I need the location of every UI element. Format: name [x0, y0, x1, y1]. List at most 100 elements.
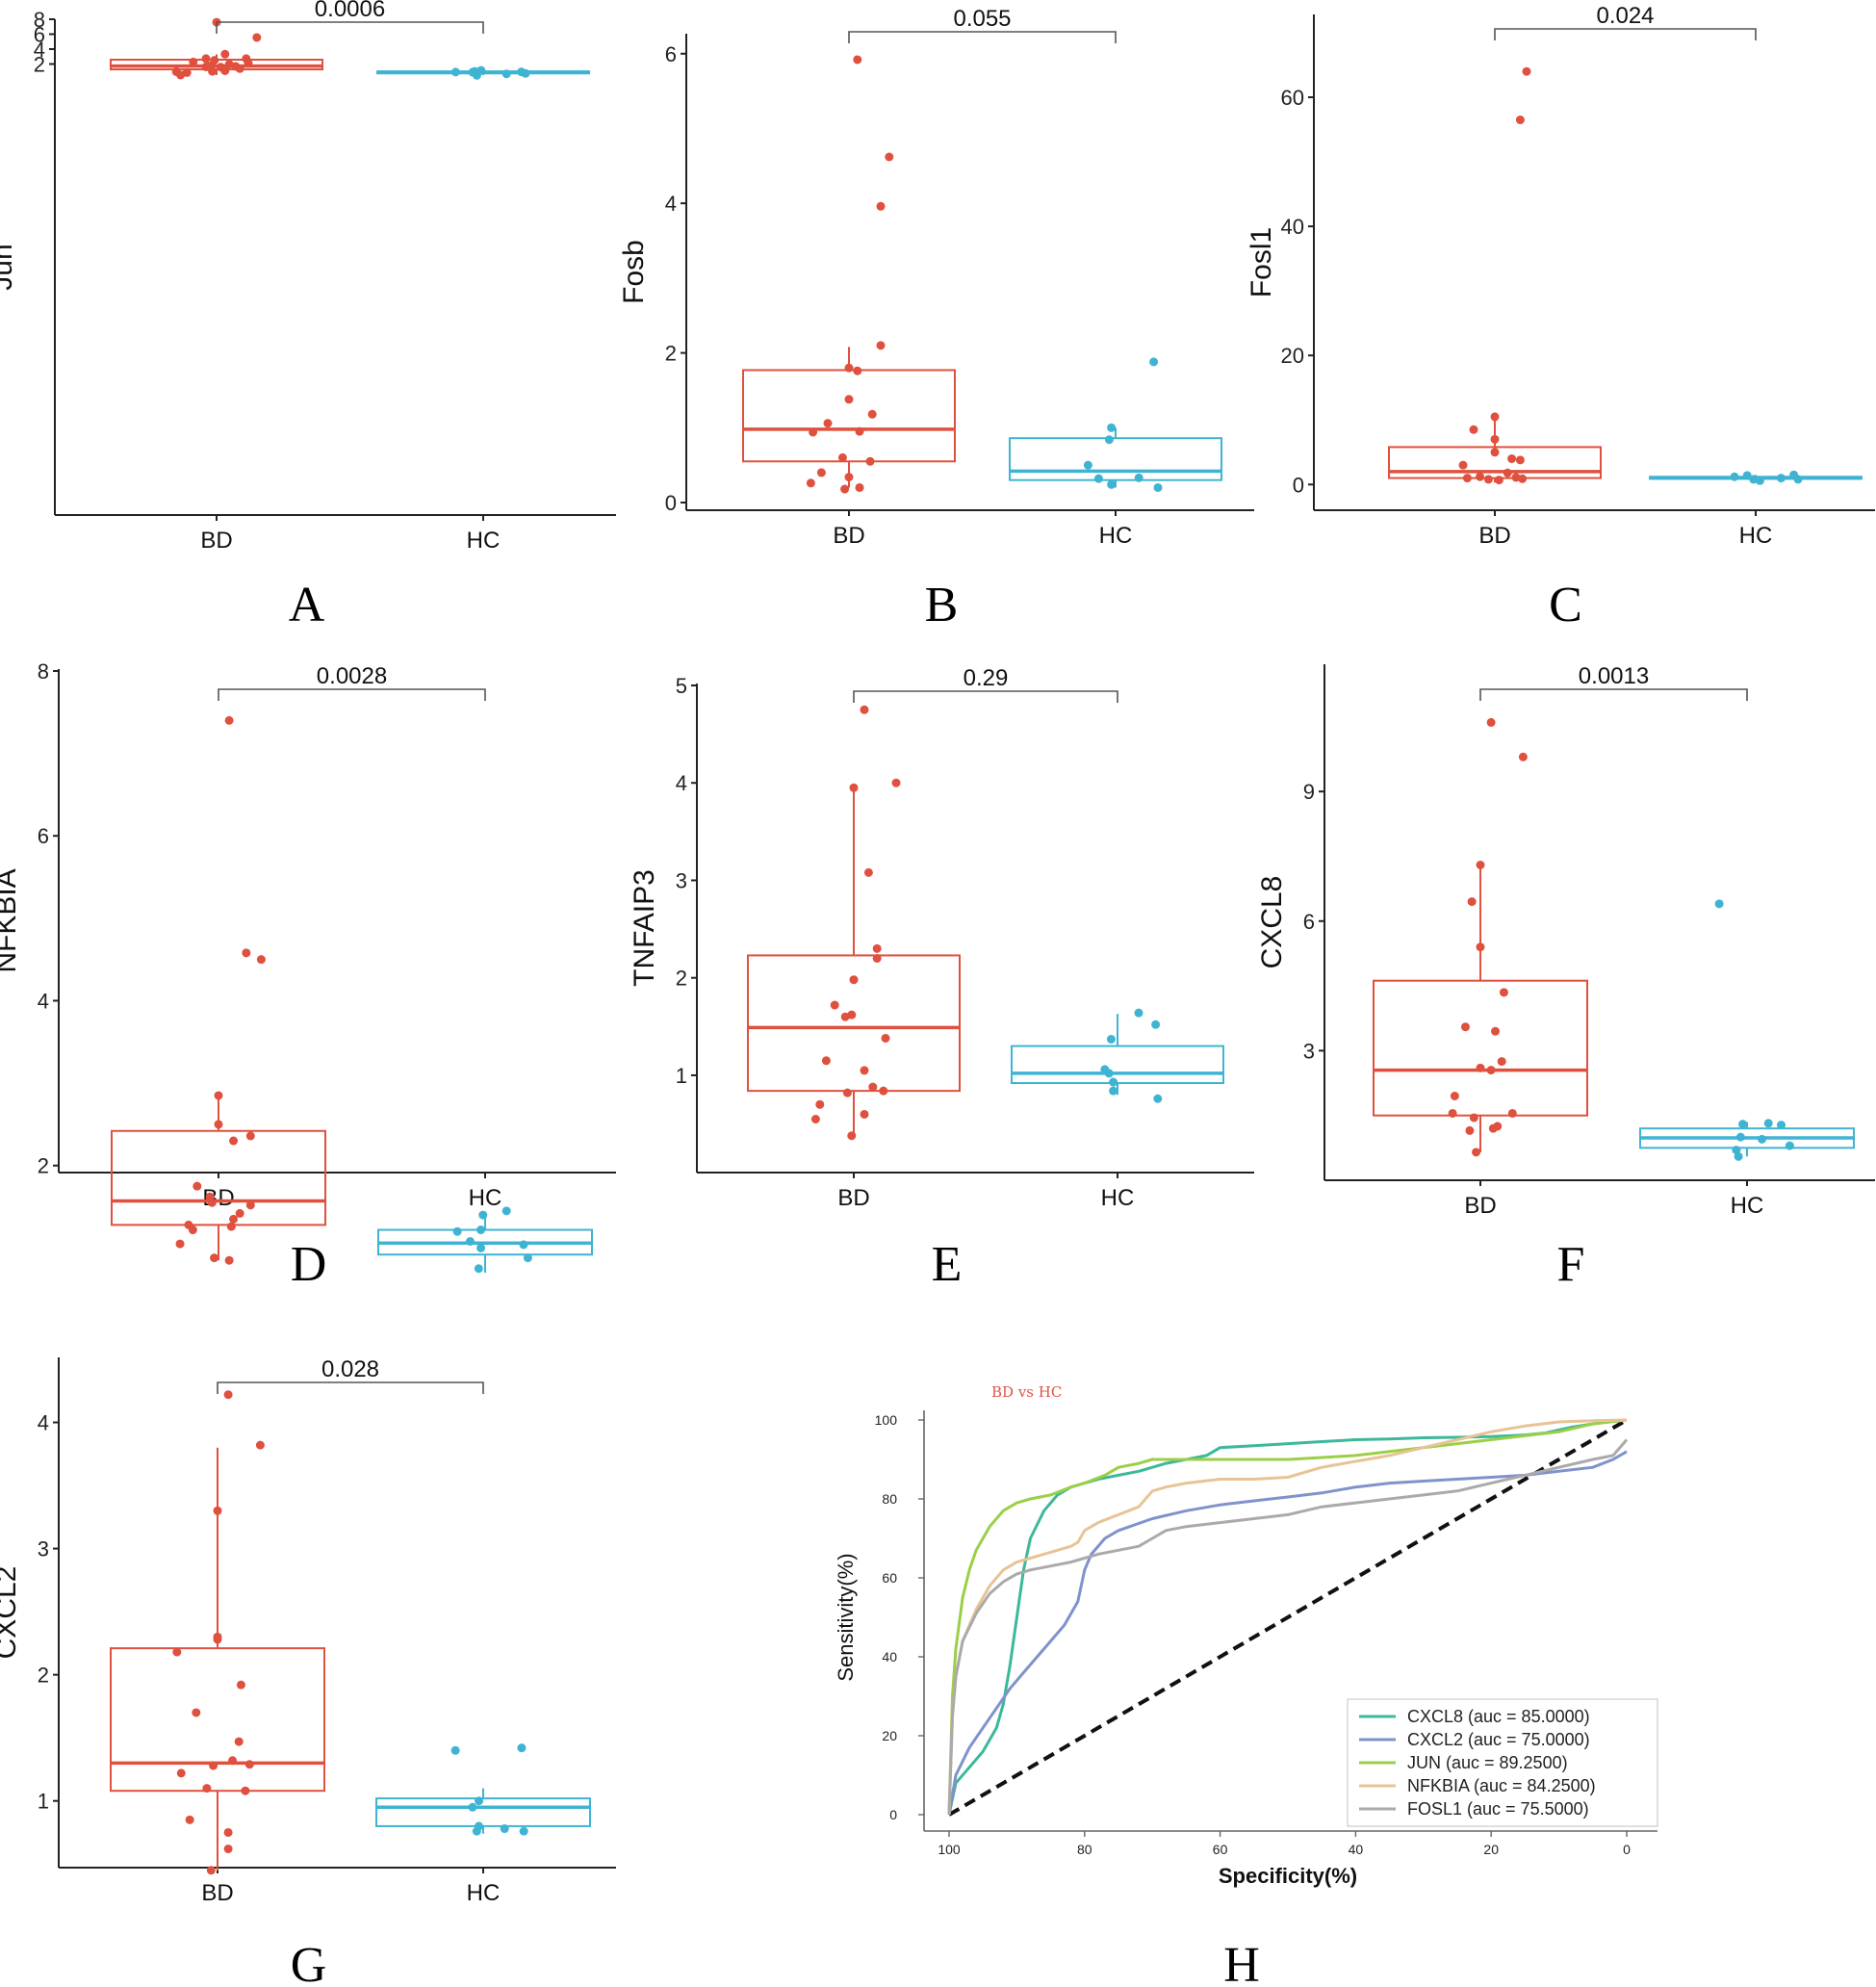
data-point-bd — [1497, 1057, 1506, 1067]
panel-letter: H — [1223, 1938, 1260, 1987]
data-point-bd — [1476, 860, 1485, 869]
data-point-bd — [245, 1200, 255, 1210]
legend-entry-cxcl2: CXCL2 (auc = 75.0000) — [1407, 1730, 1590, 1749]
roc-y-tick-label: 40 — [882, 1649, 897, 1664]
data-point-bd — [206, 1866, 216, 1875]
data-point-bd — [847, 1010, 857, 1019]
data-point-bd — [213, 1506, 222, 1515]
roc-x-tick-label: 80 — [1077, 1842, 1092, 1857]
data-point-bd — [236, 1680, 245, 1690]
data-point-bd — [1448, 1108, 1457, 1118]
significance-bracket — [217, 1381, 484, 1394]
y-axis-label: TNFAIP3 — [629, 869, 660, 987]
y-axis-label: Fosl1 — [1246, 227, 1277, 297]
data-point-hc — [1153, 1094, 1163, 1103]
data-point-bd — [1490, 434, 1500, 444]
y-tick-label: 2 — [38, 1154, 49, 1178]
data-point-bd — [1507, 1108, 1517, 1118]
p-value-label: 0.055 — [953, 6, 1011, 32]
y-tick-label: 4 — [676, 771, 687, 795]
data-point-bd — [188, 1226, 197, 1235]
significance-bracket — [1494, 28, 1757, 40]
data-point-bd — [255, 1440, 265, 1450]
y-tick-label: 1 — [38, 1790, 49, 1814]
data-point-hc — [452, 1226, 462, 1236]
data-point-bd — [1515, 116, 1525, 125]
panel-letter: A — [289, 578, 325, 632]
panel-letter: C — [1549, 578, 1582, 632]
legend-entry-fosl1: FOSL1 (auc = 75.5000) — [1407, 1799, 1589, 1819]
data-point-hc — [1109, 1086, 1118, 1096]
data-point-bd — [1469, 1113, 1478, 1123]
y-tick-label: 60 — [1281, 86, 1304, 110]
x-tick-label-bd: BD — [837, 1185, 869, 1211]
significance-bracket — [853, 690, 1118, 703]
box-iqr — [110, 1647, 325, 1793]
data-point-hc — [1093, 474, 1103, 483]
legend-entry-cxcl8: CXCL8 (auc = 85.0000) — [1407, 1707, 1590, 1726]
data-point-hc — [465, 1236, 475, 1246]
roc-x-tick-label: 20 — [1483, 1842, 1499, 1857]
data-point-hc — [1134, 473, 1144, 482]
data-point-bd — [1476, 472, 1485, 481]
data-point-bd — [226, 1222, 236, 1231]
data-point-hc — [1785, 1141, 1794, 1150]
data-point-bd — [860, 705, 869, 714]
p-value-label: 0.29 — [964, 665, 1009, 691]
data-point-bd — [855, 482, 864, 492]
data-point-bd — [1469, 425, 1478, 434]
data-point-bd — [847, 1131, 857, 1141]
data-point-bd — [172, 1647, 182, 1657]
data-point-bd — [1472, 1148, 1481, 1157]
data-point-bd — [234, 1737, 244, 1746]
data-point-bd — [865, 456, 875, 466]
data-point-bd — [810, 1115, 820, 1124]
box-bd — [1373, 866, 1588, 1152]
x-tick-label-bd: BD — [201, 1880, 233, 1906]
data-point-hc — [500, 1824, 509, 1834]
data-point-bd — [201, 54, 211, 64]
data-point-bd — [806, 478, 815, 488]
y-tick-label: 8 — [38, 659, 49, 684]
x-tick-label-hc: HC — [1731, 1193, 1764, 1219]
data-point-bd — [1486, 717, 1496, 727]
chance-diagonal-line — [947, 1418, 1629, 1817]
x-tick-label-hc: HC — [1099, 523, 1133, 549]
data-point-bd — [210, 1253, 219, 1263]
roc-curve-cxcl2 — [947, 1450, 1628, 1816]
data-point-bd — [175, 1239, 185, 1249]
roc-axes: 100 80 60 40 20 0 0 20 40 60 80 100 — [875, 1410, 1658, 1857]
data-point-hc — [1104, 435, 1114, 445]
roc-curves — [947, 1418, 1629, 1817]
data-point-bd — [876, 201, 886, 211]
box-hc — [1009, 427, 1222, 488]
y-tick-label: 9 — [1303, 780, 1315, 804]
data-point-bd — [815, 1099, 825, 1109]
roc-x-tick-label: 100 — [938, 1842, 961, 1857]
p-value-label: 0.0013 — [1579, 663, 1649, 689]
legend-box — [1347, 1698, 1658, 1827]
data-point-bd — [1518, 474, 1528, 483]
box-bd — [1388, 416, 1602, 483]
data-point-bd — [1490, 448, 1500, 457]
data-point-bd — [176, 70, 186, 80]
data-point-bd — [1460, 1022, 1470, 1032]
data-point-hc — [1734, 1151, 1743, 1161]
data-point-hc — [1107, 423, 1117, 432]
data-point-bd — [193, 1181, 202, 1191]
data-point-bd — [1488, 1123, 1498, 1133]
data-point-hc — [450, 1745, 460, 1755]
data-point-bd — [201, 62, 211, 71]
y-tick-label: 1 — [676, 1064, 687, 1088]
data-point-hc — [1777, 1121, 1786, 1130]
panel-letter: D — [291, 1237, 327, 1292]
data-point-hc — [1714, 899, 1724, 909]
data-point-bd — [189, 57, 198, 66]
data-point-hc — [1149, 357, 1159, 367]
data-point-hc — [468, 1802, 477, 1812]
box-iqr — [747, 954, 961, 1093]
box-iqr — [1009, 437, 1222, 481]
data-point-bd — [235, 1208, 244, 1218]
